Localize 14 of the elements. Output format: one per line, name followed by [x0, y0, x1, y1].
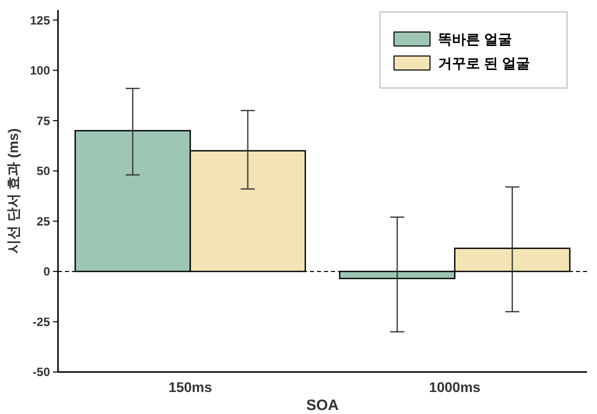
y-tick-label: -25 — [32, 314, 50, 329]
y-axis-title: 시선 단서 효과 (ms) — [5, 128, 21, 254]
y-tick-label: 75 — [36, 114, 50, 128]
y-tick-label: 50 — [36, 164, 50, 178]
y-tick-label: 0 — [43, 264, 50, 279]
y-tick-label: 100 — [30, 64, 50, 78]
x-tick-label: 150ms — [168, 379, 212, 395]
legend-label: 똑바른 얼굴 — [438, 30, 512, 47]
legend-label: 거꾸로 된 얼굴 — [438, 54, 530, 71]
x-tick-label: 1000ms — [429, 379, 481, 395]
y-tick-label: -50 — [32, 365, 50, 380]
x-axis-title: SOA — [306, 397, 339, 414]
y-tick-label: 25 — [36, 214, 50, 228]
y-tick-label: 125 — [30, 13, 50, 28]
